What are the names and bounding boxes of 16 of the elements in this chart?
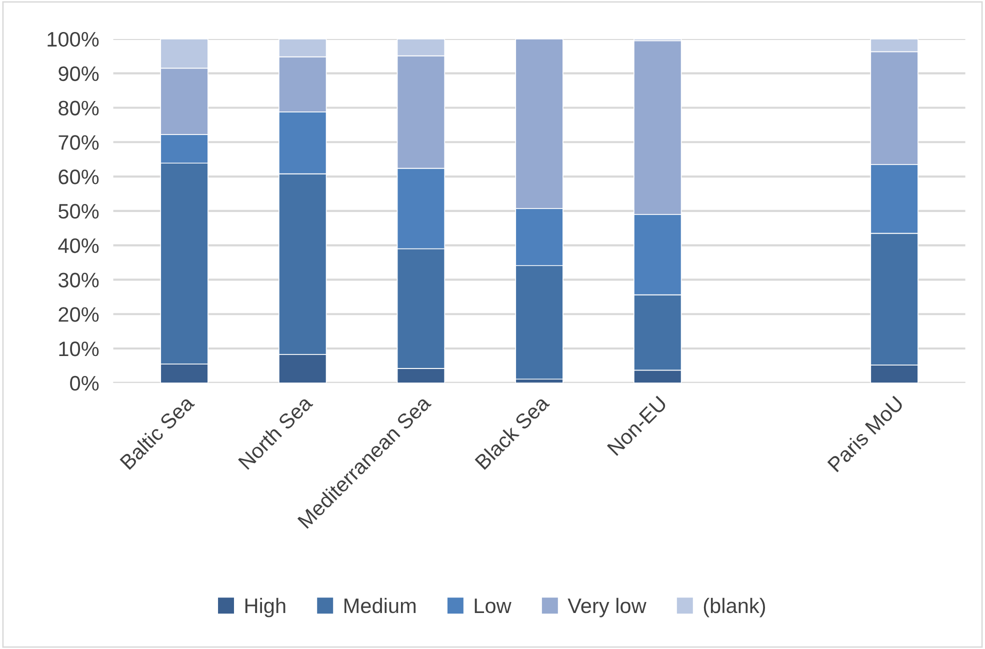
legend-label: Low — [474, 598, 512, 614]
y-tick-label: 60% — [58, 170, 99, 184]
legend-label: Very low — [568, 598, 646, 618]
legend-label: High — [245, 598, 286, 618]
legend-label: Medium — [344, 598, 416, 614]
y-tick-label: 100% — [48, 32, 99, 47]
y-tick-label: 40% — [58, 238, 99, 254]
y-tick-label: 10% — [59, 342, 99, 356]
y-tick-label: 50% — [58, 204, 99, 219]
y-tick-label: 80% — [58, 100, 99, 116]
y-tick-label: 0% — [70, 376, 99, 391]
y-tick-label: 30% — [58, 272, 99, 288]
y-tick-label: 90% — [58, 66, 99, 82]
y-tick-label: 20% — [58, 307, 99, 322]
legend-label: (blank) — [704, 598, 765, 618]
y-tick-label: 70% — [58, 135, 99, 150]
